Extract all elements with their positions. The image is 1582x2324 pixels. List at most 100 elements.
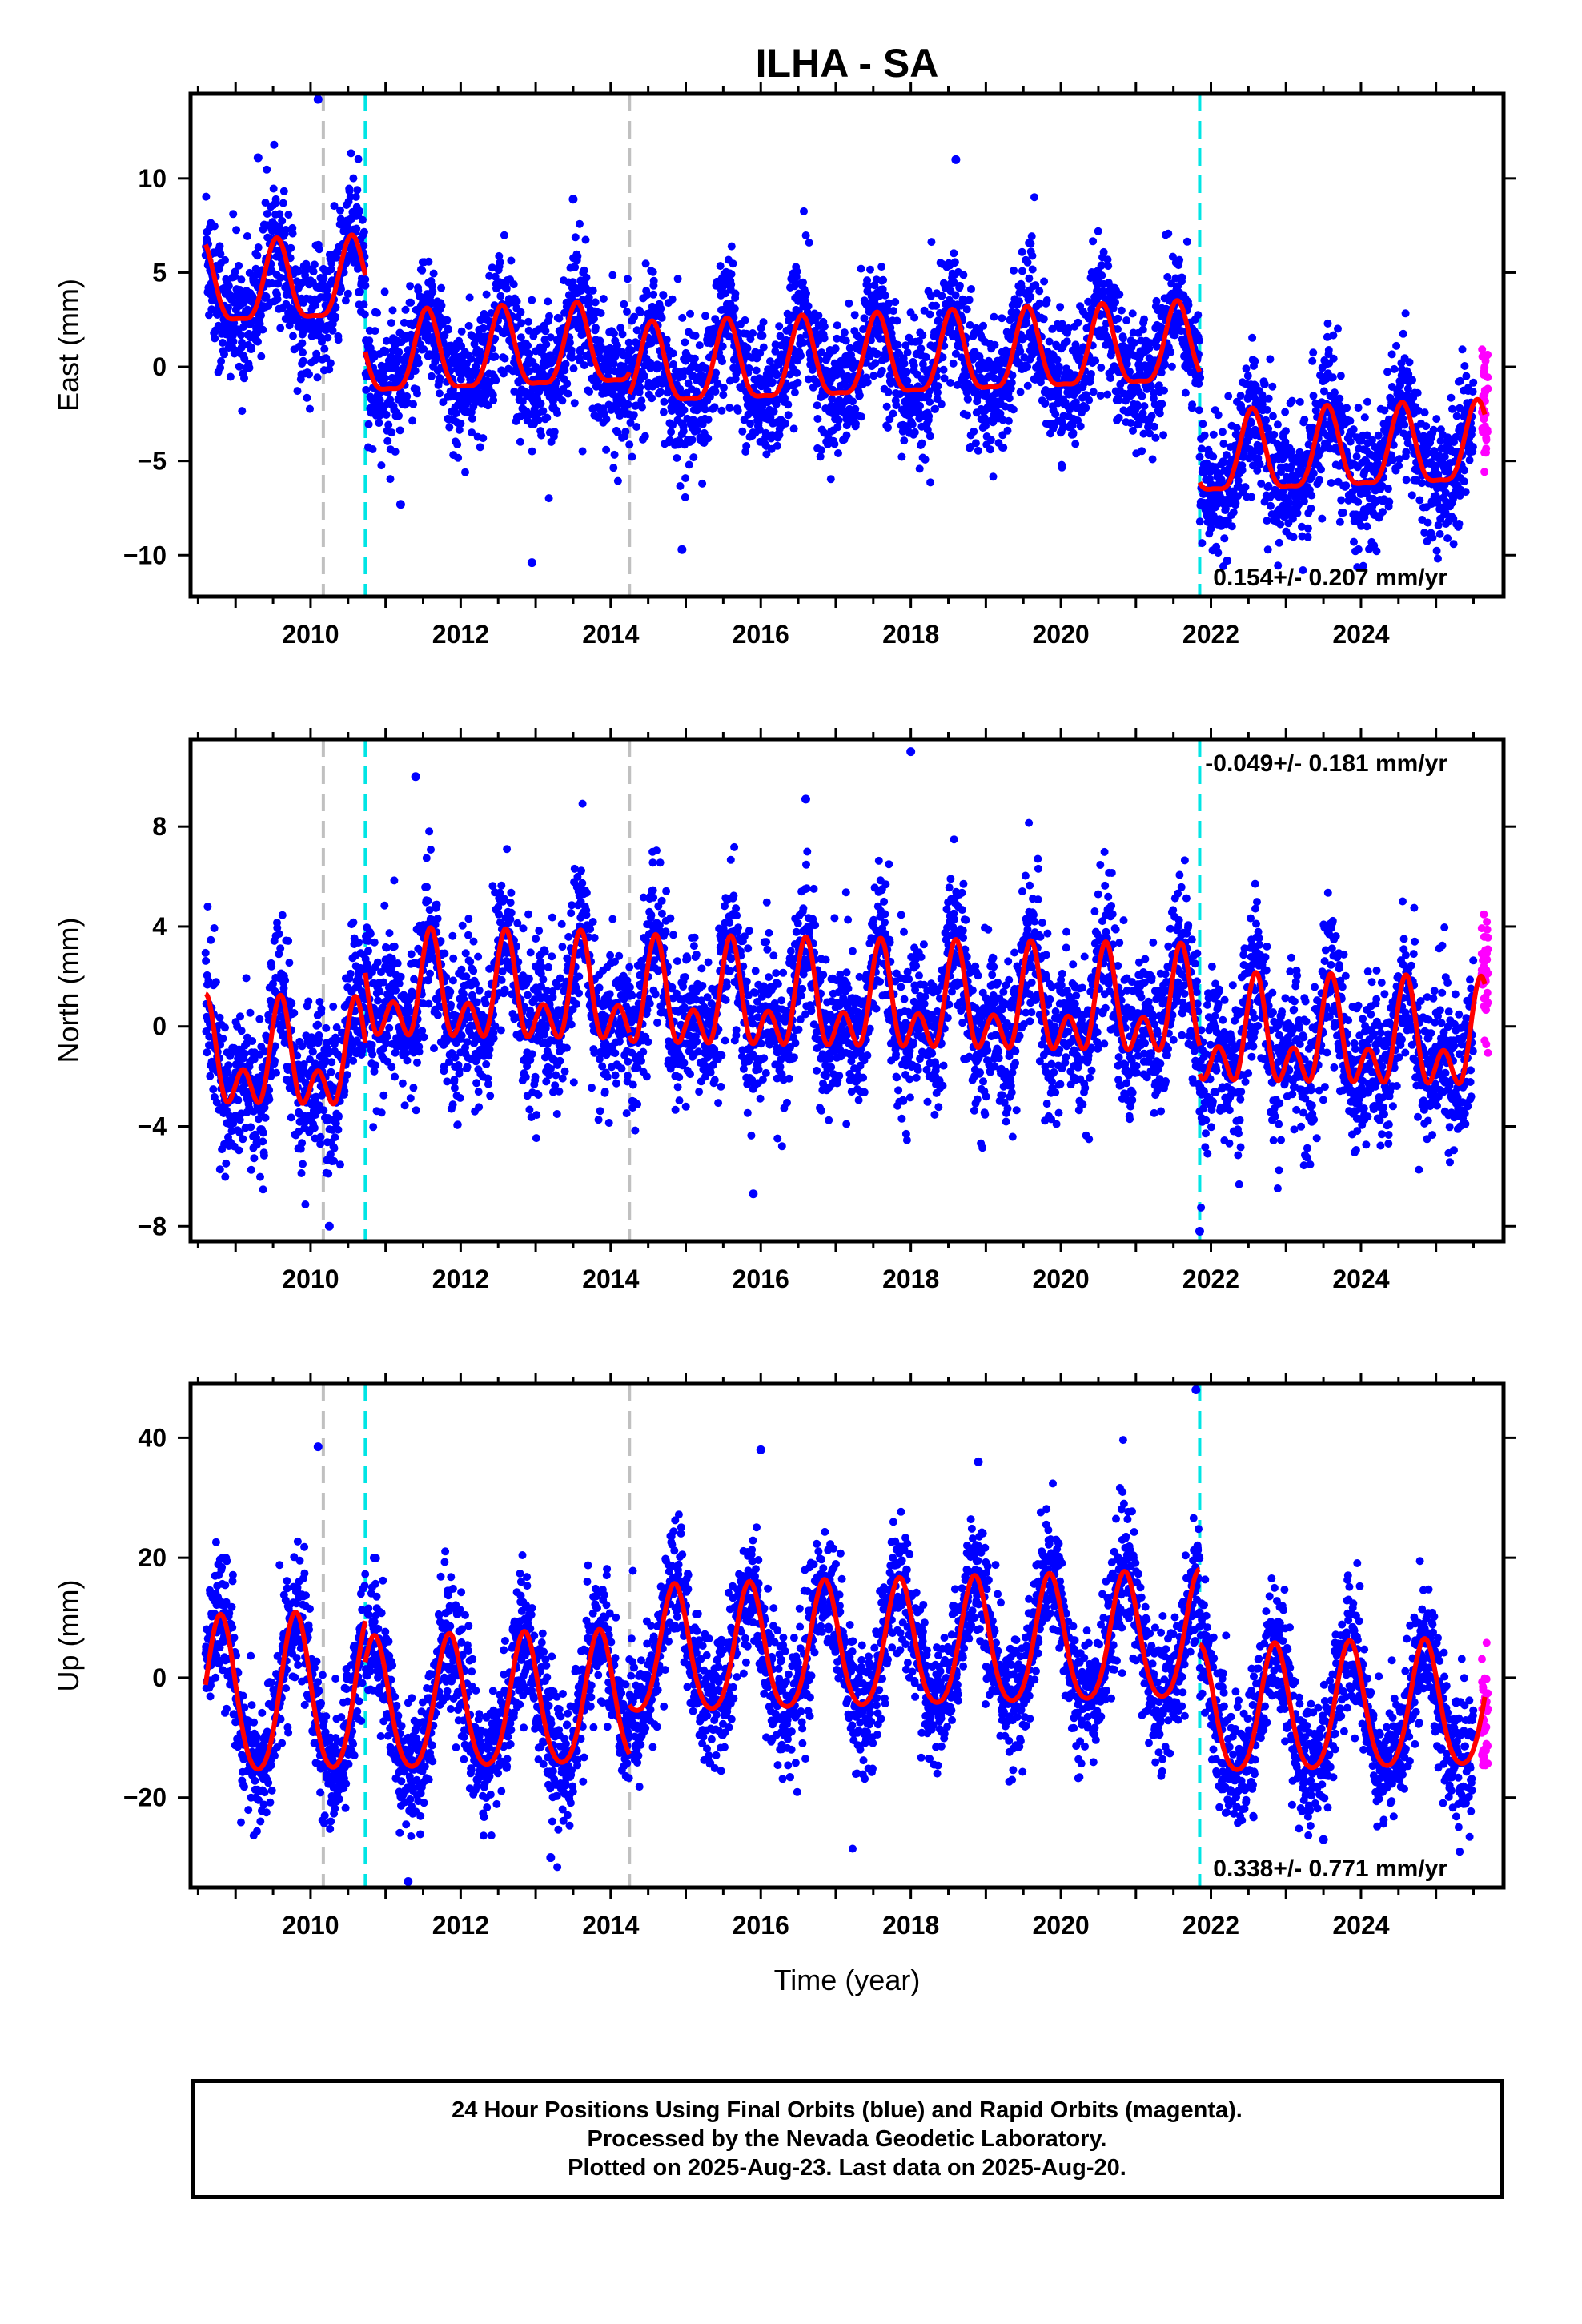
east-data-point xyxy=(1030,193,1038,202)
east-data-point xyxy=(1372,547,1381,556)
east-rate-label: 0.154+/- 0.207 mm/yr xyxy=(1213,565,1447,591)
east-data-point xyxy=(813,415,822,423)
east-data-point xyxy=(752,366,761,375)
east-data-point xyxy=(618,330,627,339)
east-data-point xyxy=(1039,315,1048,324)
east-data-point xyxy=(217,357,226,365)
east-data-point xyxy=(457,342,466,351)
east-data-point xyxy=(431,346,440,355)
east-data-point xyxy=(877,263,886,271)
east-data-point xyxy=(580,361,588,370)
east-data-point xyxy=(962,305,971,314)
east-data-point xyxy=(1175,255,1184,264)
east-data-point xyxy=(662,336,671,344)
east-data-point xyxy=(1255,460,1264,468)
east-data-point xyxy=(262,292,271,301)
east-data-point xyxy=(673,275,682,283)
east-data-point xyxy=(1200,431,1209,440)
east-data-point xyxy=(1195,517,1204,526)
east-data-point xyxy=(1289,533,1298,541)
east-data-point xyxy=(613,428,622,436)
east-data-point xyxy=(253,251,262,260)
east-data-point xyxy=(1263,517,1271,525)
east-data-point xyxy=(689,453,698,462)
east-data-point xyxy=(524,326,533,335)
east-data-point xyxy=(561,360,570,368)
east-data-point xyxy=(656,388,665,396)
east-data-point xyxy=(802,289,810,298)
east-data-point xyxy=(1018,267,1026,275)
east-data-point xyxy=(1390,364,1399,373)
east-data-point xyxy=(676,384,685,393)
east-data-point xyxy=(299,348,307,357)
east-data-point xyxy=(488,263,496,272)
east-data-point xyxy=(1114,413,1123,422)
east-data-point xyxy=(1363,522,1371,531)
east-data-point xyxy=(1429,425,1438,434)
east-data-point xyxy=(282,226,291,234)
east-data-point xyxy=(607,405,616,414)
east-data-point xyxy=(453,440,462,448)
east-data-point xyxy=(287,243,295,252)
panels: 2010 2012 2014 2016 2018 2020 2022 2024−10−5051… xyxy=(52,82,1516,1996)
east-data-point xyxy=(543,413,552,422)
east-y-tick-label: −5 xyxy=(138,447,167,476)
east-data-point xyxy=(403,392,412,400)
east-data-point xyxy=(1071,440,1080,448)
east-data-point xyxy=(910,313,919,322)
east-data-point xyxy=(951,291,960,300)
east-data-point xyxy=(1025,274,1034,283)
east-data-point xyxy=(323,333,332,342)
east-data-point xyxy=(1337,496,1346,505)
east-data-point xyxy=(1010,266,1018,275)
east-data-point xyxy=(325,365,334,374)
east-data-point xyxy=(1287,447,1296,456)
east-data-point xyxy=(226,372,235,381)
east-data-point xyxy=(1267,501,1275,510)
east-data-point xyxy=(331,303,340,312)
east-data-point xyxy=(1263,545,1272,554)
east-data-point xyxy=(908,420,917,428)
east-data-point xyxy=(310,260,319,269)
east-data-point xyxy=(542,340,551,348)
east-data-point xyxy=(1407,491,1416,500)
east-data-point xyxy=(1260,380,1269,388)
east-data-point xyxy=(346,192,355,201)
east-data-point xyxy=(1128,309,1137,318)
east-data-point xyxy=(500,354,509,363)
east-data-point xyxy=(461,468,469,476)
east-data-point xyxy=(1005,394,1014,403)
east-data-point xyxy=(418,266,427,275)
east-data-point xyxy=(1089,388,1098,396)
east-data-point xyxy=(1346,416,1355,425)
east-data-point xyxy=(468,428,476,437)
east-data-point xyxy=(231,267,239,276)
east-data-point xyxy=(1402,448,1411,456)
east-data-point xyxy=(1195,406,1203,415)
east-data-point xyxy=(306,404,314,413)
east-data-point xyxy=(270,140,279,149)
east-data-point xyxy=(1151,433,1160,442)
east-data-point xyxy=(528,447,536,456)
east-frame xyxy=(188,91,1506,599)
east-data-point xyxy=(358,215,367,224)
east-data-point xyxy=(326,359,335,368)
east-data-point xyxy=(315,245,323,254)
east-data-point xyxy=(917,439,926,448)
east-data-point xyxy=(1465,456,1474,464)
east-data-point xyxy=(509,280,518,289)
east-data-point xyxy=(801,231,810,239)
east-data-point xyxy=(1447,393,1456,402)
east-x-tick-label: 2014 xyxy=(582,620,639,649)
east-data-point xyxy=(926,310,934,319)
east-data-point xyxy=(1104,262,1113,271)
east-data-point xyxy=(900,359,909,368)
east-data-point xyxy=(804,302,813,311)
east-data-point xyxy=(1460,466,1469,475)
east-y-tick-label: 5 xyxy=(152,258,167,287)
east-data-point xyxy=(343,289,352,298)
east-data-point xyxy=(596,336,604,345)
east-data-point xyxy=(1097,364,1106,372)
east-data-point xyxy=(1009,405,1018,414)
east-data-point xyxy=(889,307,897,316)
